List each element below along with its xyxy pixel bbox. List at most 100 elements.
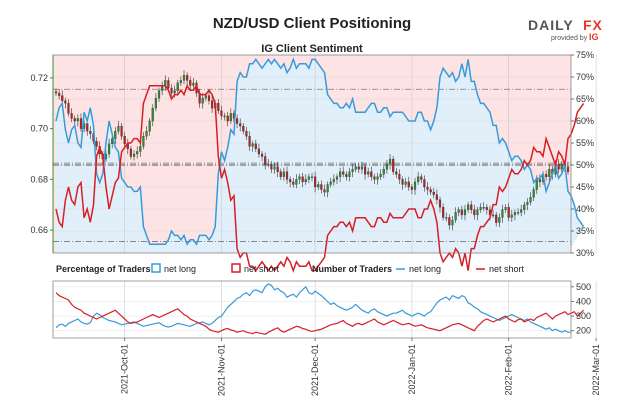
candle-body [357,166,360,170]
candle-body [61,95,64,101]
candle-body [89,131,92,134]
candle-body [307,176,310,180]
candle-body [495,214,498,223]
candle-body [382,169,385,175]
candle-body [529,197,532,203]
candle-body [398,174,401,180]
candle-body [301,176,304,183]
candle-body [264,156,267,165]
logo-ig: IG [589,32,599,42]
percent-axis: 30% 35% 40% 45% 50% 55% 60% 65% 70% 75% [571,50,594,258]
num-short-line [55,292,585,335]
candle-body [176,82,179,91]
percent-tick-label: 65% [576,94,594,104]
percent-tick-label: 30% [576,248,594,258]
candle-body [139,146,142,152]
candle-body [279,171,282,177]
candle-body [429,189,432,193]
candle-body [64,100,67,104]
candle-body [254,143,257,150]
date-tick-label: 2021-Oct-01 [120,344,130,394]
percent-tick-label: 70% [576,72,594,82]
price-tick-label: 0.66 [30,225,48,235]
candle-body [229,113,232,122]
candle-body [239,123,242,127]
candle-body [179,80,182,84]
legend-pct-title: Percentage of Traders [56,264,151,274]
candle-body [270,164,273,170]
candle-body [470,204,473,210]
candle-body [498,217,501,223]
candle-body [413,181,417,190]
candle-body [548,169,551,177]
candle-body [95,141,98,147]
candle-body [373,176,376,180]
legend-pct-long-label: net long [164,264,196,274]
traders-plot-frame [52,280,572,339]
candle-body [204,95,207,99]
percent-tick-label: 50% [576,160,594,170]
candle-body [538,179,541,183]
candle-body [314,176,317,188]
candle-body [504,207,507,210]
candle-body [267,164,270,166]
candle-body [339,171,342,177]
candle-body [285,171,289,180]
candle-body [348,171,351,177]
candle-body [332,179,335,183]
percent-tick-label: 45% [576,182,594,192]
date-tick-label: 2021-Nov-01 [216,344,226,396]
candle-body [404,181,407,185]
candle-body [295,179,298,185]
candle-body [426,186,429,190]
candle-body [385,164,389,170]
candle-body [211,100,214,109]
candle-body [467,204,470,210]
price-tick-label: 0.68 [30,174,48,184]
candle-body [423,179,426,188]
candle-body [323,189,326,193]
candle-body [282,171,285,177]
candle-body [273,166,276,170]
candle-body [207,95,211,101]
num-long-line [55,283,572,333]
candle-body [482,207,485,209]
candle-body [448,217,451,226]
candle-body [164,80,167,86]
candle-body [114,131,117,139]
candle-body [545,174,548,177]
traders-tick-label: 200 [576,326,591,336]
candle-body [395,171,398,175]
candle-body [532,189,535,198]
chart-title: NZD/USD Client Positioning [213,15,411,32]
candle-body [245,131,248,137]
candle-body [367,171,370,175]
candle-body [442,207,445,218]
date-axis: 2021-Oct-01 2021-Nov-01 2021-Dec-01 2022-Ja… [120,338,601,396]
candle-body [560,164,563,170]
candle-body [217,103,220,111]
candle-body [123,136,126,144]
long-region [56,59,584,254]
logo-fx: FX [583,17,603,33]
date-tick-label: 2022-Feb-01 [504,344,514,396]
pct-long-line [55,57,585,246]
candle-body [148,120,151,132]
price-axis: 0.66 0.68 0.70 0.72 [30,55,54,253]
percent-tick-label: 35% [576,226,594,236]
candle-body [235,118,239,124]
candle-body [67,103,70,114]
price-candles [54,70,570,231]
sentiment-background [53,55,584,254]
candle-body [145,131,148,137]
candle-body [189,80,192,86]
candle-body [226,115,229,122]
dailyfx-logo: DAILY FX provided by IG [528,17,603,42]
date-tick-label: 2022-Jan-01 [407,344,417,395]
candle-body [292,181,295,185]
candle-body [242,125,245,132]
legend-net-long-swatch [151,263,161,273]
traders-tick-label: 400 [576,296,591,306]
candle-body [392,158,395,172]
